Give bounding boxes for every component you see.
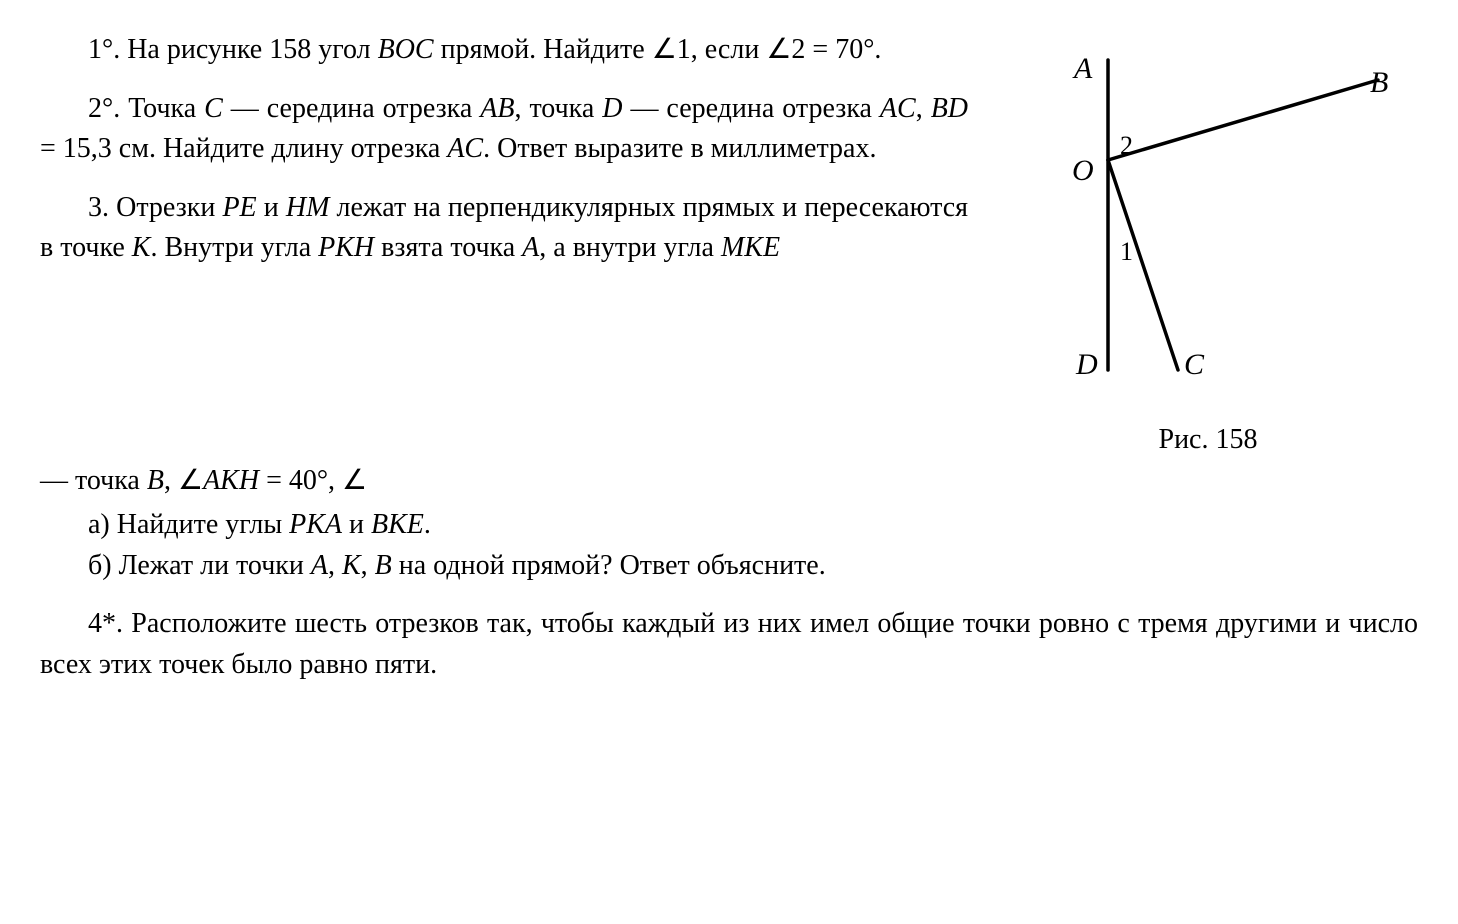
problem-2-label: 2°.: [88, 93, 120, 124]
svg-text:2: 2: [1120, 131, 1133, 160]
problem-3-part1: 3. Отрезки PE и HM лежат на перпендикуля…: [40, 188, 968, 269]
problem-1-text-1: BOC: [378, 34, 434, 65]
problem-2-text-0: Точка: [128, 93, 204, 124]
problem-2-text-6: — середина отрезка: [622, 93, 879, 124]
problem-3-text-2: и: [257, 192, 286, 223]
problem-3-sub-b-text-0: Лежат ли точки: [119, 550, 311, 581]
problem-1-text-0: На рисунке 158 угол: [127, 34, 377, 65]
problem-3-sub-a-text-4: .: [424, 509, 431, 540]
problem-3-sub-b: б) Лежат ли точки A, K, B на одной прямо…: [40, 546, 1418, 587]
problem-4: 4*. Расположите шесть отрезков так, чтоб…: [40, 604, 1418, 685]
problem-3-text-0: Отрезки: [116, 192, 222, 223]
svg-text:A: A: [1072, 52, 1093, 85]
problem-2-text-1: C: [204, 93, 223, 124]
problem-3-text-14: , ∠: [164, 465, 203, 496]
problem-3-sub-a-text-3: BKE: [371, 509, 424, 540]
problem-2: 2°. Точка C — середина отрезка AB, точка…: [40, 89, 968, 170]
problem-2-text-9: BD: [931, 93, 968, 124]
problem-3-sub-a-text-0: Найдите углы: [117, 509, 289, 540]
problem-3-sub-a-label: а): [88, 509, 110, 540]
problem-2-text-2: — середина отрезка: [223, 93, 480, 124]
svg-text:C: C: [1184, 348, 1205, 381]
problem-1-label: 1°.: [88, 34, 120, 65]
svg-text:1: 1: [1120, 237, 1133, 266]
problem-3-sub-b-label: б): [88, 550, 112, 581]
problem-3-text-9: A: [522, 232, 539, 263]
problem-3-text-16: = 40°, ∠: [259, 465, 367, 496]
problem-2-text-4: , точка: [514, 93, 602, 124]
problem-1-text-2: прямой. Найдите ∠1, если ∠2 = 70°.: [434, 34, 882, 65]
problem-4-label: 4*.: [88, 608, 123, 639]
problem-2-text-7: AC: [880, 93, 916, 124]
problem-2-text-8: ,: [916, 93, 931, 124]
problem-2-text-12: . Ответ выразите в миллиметрах.: [483, 133, 876, 164]
problem-3-sub-b-text-6: на одной прямой? Ответ объясните.: [392, 550, 826, 581]
problem-3-text-11: MKE: [721, 232, 780, 263]
problem-3-sub-b-text-3: K: [342, 550, 361, 581]
problem-2-text-3: AB: [480, 93, 514, 124]
problem-3-text-1: PE: [222, 192, 256, 223]
problem-3-text-5: K: [132, 232, 151, 263]
figure-caption: Рис. 158: [998, 420, 1418, 461]
problem-3-sub-b-text-2: ,: [328, 550, 342, 581]
svg-text:B: B: [1370, 66, 1388, 99]
problem-3-sub-b-text-4: ,: [361, 550, 375, 581]
problem-3-text-15: AKH: [203, 465, 259, 496]
problem-3-text-7: PKH: [318, 232, 374, 263]
problem-3-sub-b-text-5: B: [375, 550, 392, 581]
svg-text:D: D: [1075, 348, 1098, 381]
problem-3-text-13: B: [147, 465, 164, 496]
problem-3-text-6: . Внутри угла: [150, 232, 318, 263]
problem-3-label: 3.: [88, 192, 109, 223]
problem-3-text-3: HM: [286, 192, 330, 223]
problem-3-sub-a-text-2: и: [342, 509, 371, 540]
problem-2-text-5: D: [602, 93, 622, 124]
problem-3-sub-a-text-1: PKA: [289, 509, 342, 540]
figure-158-diagram: A B O D C 1 2: [998, 30, 1398, 400]
problem-3-sub-b-text-1: A: [311, 550, 328, 581]
svg-text:O: O: [1072, 154, 1094, 187]
problem-3-text-10: , а внутри угла: [539, 232, 721, 263]
problem-3-text-12: — точка: [40, 465, 147, 496]
problem-3-part2: — точка B, ∠AKH = 40°, ∠: [40, 461, 1418, 502]
problem-3-sub-a: а) Найдите углы PKA и BKE.: [40, 505, 1418, 546]
problem-2-text-11: AC: [447, 133, 483, 164]
problem-2-text-10: = 15,3 см. Найдите длину отрезка: [40, 133, 447, 164]
problem-1: 1°. На рисунке 158 угол BOC прямой. Найд…: [40, 30, 968, 71]
problem-3-text-8: взята точка: [374, 232, 522, 263]
problem-4-text: Расположите шесть отрезков так, чтобы ка…: [40, 608, 1418, 680]
